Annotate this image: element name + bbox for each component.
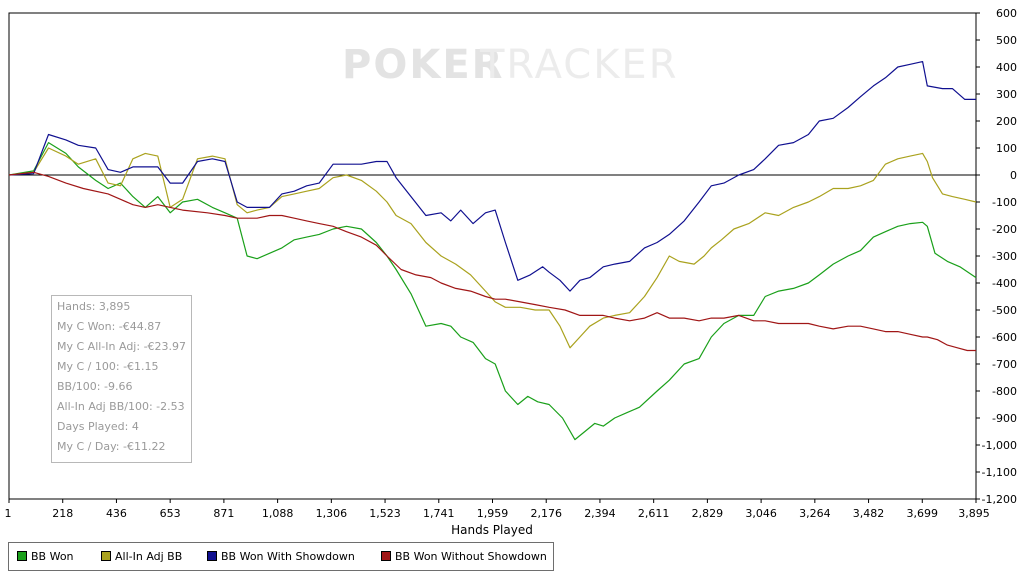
stat-c-allin-adj: My C All-In Adj: -€23.97 <box>57 340 187 353</box>
stat-days-played: Days Played: 4 <box>57 420 139 433</box>
y-tick-label: -200 <box>992 223 1017 236</box>
y-tick-label: 0 <box>1010 169 1017 182</box>
series-line-all-in-adj-bb <box>8 147 977 349</box>
series-layer <box>8 60 977 441</box>
legend-swatch <box>101 551 111 561</box>
y-tick-label: -1,100 <box>982 466 1017 479</box>
series-line-bb-won-without-showdown <box>8 171 976 352</box>
y-tick-label: -1,200 <box>982 493 1017 506</box>
stats-box: Hands: 3,895 My C Won: -€44.87 My C All-… <box>51 295 192 463</box>
stat-bb-per-100: BB/100: -9.66 <box>57 380 133 393</box>
watermark-tracker: TRACKER <box>479 42 679 88</box>
y-tick-label: -400 <box>992 277 1017 290</box>
x-tick-label: 871 <box>213 507 234 520</box>
stat-allin-adj-bb-per-100: All-In Adj BB/100: -2.53 <box>57 400 185 413</box>
legend-item-allin-adj-bb[interactable]: All-In Adj BB <box>101 550 182 564</box>
watermark-poker: POKER <box>342 42 504 88</box>
y-tick-label: 500 <box>996 34 1017 47</box>
y-tick-label: -800 <box>992 385 1017 398</box>
stat-c-per-day: My C / Day: -€11.22 <box>57 440 166 453</box>
x-tick-label: 3,699 <box>907 507 939 520</box>
x-tick-label: 2,611 <box>638 507 670 520</box>
y-tick-label: 100 <box>996 142 1017 155</box>
x-tick-label: 3,264 <box>799 507 831 520</box>
x-axis: 1 218 436 653 871 1,088 1,306 1,523 1,741 1,959 2,… <box>5 499 990 520</box>
y-tick-label: -300 <box>992 250 1017 263</box>
x-tick-label: 3,895 <box>958 507 990 520</box>
y-tick-label: -1,000 <box>982 439 1017 452</box>
legend-label: BB Won Without Showdown <box>395 550 547 563</box>
x-tick-label: 2,829 <box>692 507 724 520</box>
legend-item-bb-won-with-showdown[interactable]: BB Won With Showdown <box>207 550 355 564</box>
series-line-bb-won-with-showdown <box>8 60 976 292</box>
legend-swatch <box>381 551 391 561</box>
x-tick-label: 1,523 <box>369 507 401 520</box>
series-line-bb-won <box>8 142 977 441</box>
y-tick-label: 200 <box>996 115 1017 128</box>
x-tick-label: 653 <box>160 507 181 520</box>
x-tick-label: 3,046 <box>745 507 777 520</box>
stat-hands: Hands: 3,895 <box>57 300 131 313</box>
stat-c-per-100: My C / 100: -€1.15 <box>57 360 159 373</box>
legend-label: All-In Adj BB <box>115 550 183 563</box>
x-tick-label: 2,176 <box>530 507 562 520</box>
y-tick-label: -500 <box>992 304 1017 317</box>
y-tick-label: -100 <box>992 196 1017 209</box>
x-axis-title: Hands Played <box>451 523 533 537</box>
legend: BB Won All-In Adj BB BB Won With Showdow… <box>8 542 554 571</box>
legend-label: BB Won With Showdown <box>221 550 355 563</box>
x-tick-label: 1,959 <box>477 507 509 520</box>
x-tick-label: 218 <box>52 507 73 520</box>
y-tick-label: -600 <box>992 331 1017 344</box>
x-tick-label: 3,482 <box>853 507 885 520</box>
x-tick-label: 2,394 <box>584 507 616 520</box>
y-tick-label: -700 <box>992 358 1017 371</box>
y-axis: 600 500 400 300 200 100 0 -100 -200 -300 -400 -500 -… <box>976 7 1017 506</box>
x-tick-label: 436 <box>106 507 127 520</box>
x-tick-label: 1,306 <box>316 507 348 520</box>
legend-swatch <box>207 551 217 561</box>
stat-c-won: My C Won: -€44.87 <box>57 320 162 333</box>
y-tick-label: -900 <box>992 412 1017 425</box>
legend-item-bb-won-without-showdown[interactable]: BB Won Without Showdown <box>381 550 547 564</box>
y-tick-label: 400 <box>996 61 1017 74</box>
x-tick-label: 1,741 <box>423 507 455 520</box>
watermark: POKER TRACKER <box>342 42 679 88</box>
y-tick-label: 600 <box>996 7 1017 20</box>
legend-swatch <box>17 551 27 561</box>
y-tick-label: 300 <box>996 88 1017 101</box>
x-tick-label: 1,088 <box>262 507 294 520</box>
x-tick-label: 1 <box>5 507 12 520</box>
legend-label: BB Won <box>31 550 74 563</box>
legend-item-bb-won[interactable]: BB Won <box>17 550 74 564</box>
